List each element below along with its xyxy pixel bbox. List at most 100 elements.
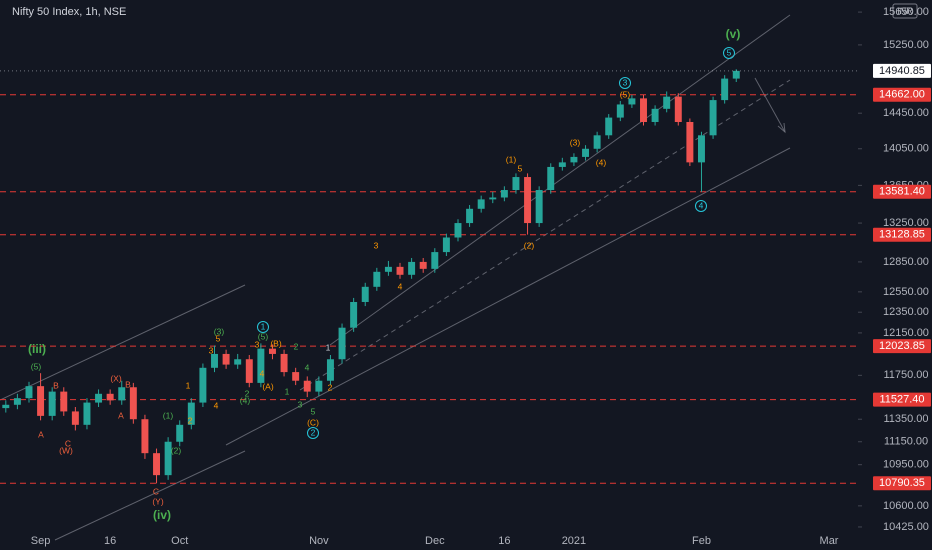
arrow [754,77,786,133]
candle-body [141,419,149,454]
x-tick-label: Sep [31,535,51,547]
candle-body [176,424,184,442]
candle-body [338,327,346,360]
wave-label: C [65,438,71,448]
candle-body [164,441,172,476]
candle-body [350,301,358,328]
wave-label: 2 [294,341,299,351]
candle-body [25,386,33,399]
candle-body [547,166,555,191]
wave-label: 5 [518,163,523,173]
candle-body [2,404,10,409]
candle-body [500,190,508,198]
y-tick-label: 10600.00 [883,500,929,512]
candle-body [106,393,114,401]
candle-body [442,237,450,253]
candle-body [697,135,705,163]
candle-body [326,359,334,381]
y-tick-label: 12350.00 [883,306,929,318]
candle-body [37,386,45,416]
wave-label: 4 [260,368,265,378]
candle-body [640,98,647,122]
wave-label: (W) [59,445,73,455]
wave-label: C [153,486,159,496]
wave-label: (1) [163,410,174,420]
price-level-box [873,87,931,102]
wave-label: 1 [186,380,191,390]
x-tick-label: 2021 [562,535,586,547]
y-tick-label: 10425.00 [883,521,929,533]
candle-body [558,162,566,167]
wave-label: 2 [328,382,333,392]
candle-body [408,261,416,275]
y-tick-label: 12850.00 [883,256,929,268]
candle-body [396,266,404,275]
candle-body [616,104,624,118]
wave-label: (v) [726,27,741,41]
wave-label: (Y) [152,496,164,506]
candle-body [628,98,636,105]
x-tick-label: 16 [498,535,510,547]
wave-label: (5) [31,361,42,371]
wave-label: (4) [596,157,607,167]
wave-label: (4) [240,395,251,405]
candle-body [118,387,126,401]
wave-label: (5) [620,89,631,99]
candle-body [709,100,717,136]
wave-label: A [118,410,124,420]
price-level-box [873,476,931,491]
candle-body [605,117,613,136]
y-tick-label: 11350.00 [883,413,928,425]
candle-body [83,402,91,425]
wave-label: (3) [570,137,581,147]
candle-body [245,359,253,383]
y-tick-label: 10950.00 [883,459,929,471]
candle-body [234,359,242,365]
candle-body [466,208,474,224]
wave-label: A [38,429,44,439]
trend-line [54,450,246,541]
candle-body [732,70,740,79]
wave-label: (C) [307,417,319,427]
wave-label: 3 [623,77,628,87]
candle-body [593,135,601,149]
wave-label: (iii) [28,342,46,356]
candle-body [512,177,520,191]
x-tick-label: Mar [820,535,839,547]
y-tick-label: 11150.00 [884,436,928,448]
candle-body [95,393,103,403]
price-level-label: 13128.85 [879,229,925,241]
candle-body [373,271,381,287]
wave-label: 1 [285,386,290,396]
wave-label: 4 [398,281,403,291]
x-tick-label: Nov [309,535,329,547]
wave-label: 4 [214,400,219,410]
x-tick-label: Oct [171,535,188,547]
candle-body [280,353,288,373]
wave-label: 2 [188,415,193,425]
y-tick-label: 15650.00 [883,6,929,18]
candle-body [315,380,323,392]
wave-label: 5 [727,47,732,57]
x-tick-label: Feb [692,535,711,547]
y-tick-label: 15250.00 [883,39,929,51]
currency-badge[interactable] [892,3,918,19]
wave-label: (iv) [153,508,171,522]
candle-body [721,78,729,101]
wave-label: 1 [261,321,266,331]
y-tick-label: 14450.00 [883,107,929,119]
candle-body [674,96,682,122]
candle-body [48,391,56,416]
candle-body [211,353,218,368]
wave-label: 3 [298,399,303,409]
y-tick-label: 12150.00 [883,327,929,339]
candle-body [524,177,532,224]
price-level-label: 10790.35 [879,477,925,489]
price-level-box [873,227,931,242]
price-level-label: 14662.00 [879,89,925,101]
last-price-label: 14940.85 [879,65,925,77]
wave-label: 5 [311,406,316,416]
wave-label: 1 [326,342,331,352]
